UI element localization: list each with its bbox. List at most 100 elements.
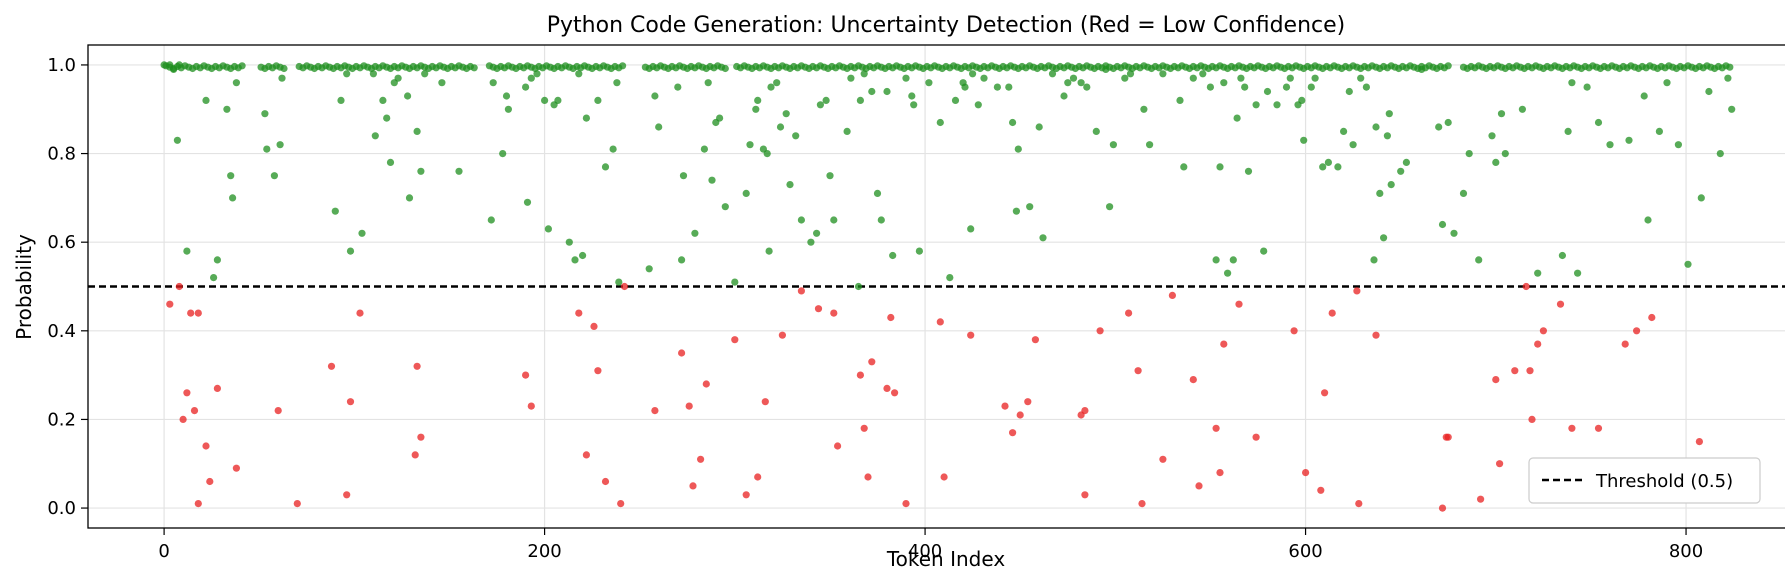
- high-confidence-point: [1349, 141, 1357, 149]
- low-confidence-point: [864, 473, 872, 481]
- high-confidence-point: [691, 229, 699, 237]
- high-confidence-point: [1357, 74, 1365, 82]
- high-confidence-point: [1397, 167, 1405, 175]
- high-confidence-point: [527, 74, 535, 82]
- low-confidence-point: [1444, 433, 1452, 441]
- high-confidence-point: [1372, 123, 1380, 131]
- low-confidence-point: [620, 282, 629, 291]
- high-confidence-point: [1438, 220, 1447, 229]
- high-confidence-point: [1663, 79, 1671, 87]
- high-confidence-point: [847, 74, 855, 82]
- low-confidence-point: [742, 491, 750, 499]
- low-confidence-point: [1353, 287, 1361, 295]
- high-confidence-point: [854, 282, 863, 291]
- low-confidence-point: [213, 384, 221, 392]
- y-tick-label: 0.0: [47, 498, 76, 519]
- high-confidence-point: [910, 101, 918, 109]
- high-confidence-point: [967, 225, 975, 233]
- high-confidence-point: [541, 96, 549, 104]
- high-confidence-point: [1229, 256, 1237, 264]
- high-confidence-point: [868, 87, 876, 96]
- low-confidence-point: [413, 362, 421, 370]
- high-confidence-point: [651, 92, 659, 100]
- high-confidence-point: [470, 64, 478, 72]
- low-confidence-point: [1159, 455, 1167, 463]
- high-confidence-point: [1444, 118, 1452, 127]
- high-confidence-point: [792, 132, 800, 140]
- high-confidence-point: [816, 101, 825, 109]
- high-confidence-point: [504, 105, 512, 113]
- low-confidence-point: [689, 482, 697, 490]
- high-confidence-point: [499, 150, 507, 158]
- high-confidence-point: [276, 141, 284, 149]
- high-confidence-point: [1092, 127, 1100, 135]
- high-confidence-point: [1319, 163, 1327, 171]
- low-confidence-point: [1477, 495, 1485, 503]
- high-confidence-point: [1140, 105, 1148, 113]
- high-confidence-point: [1282, 83, 1291, 91]
- low-confidence-point: [206, 477, 214, 486]
- high-confidence-point: [674, 83, 682, 91]
- high-confidence-point: [1026, 203, 1034, 211]
- low-confidence-point: [797, 287, 806, 295]
- high-confidence-point: [404, 92, 412, 100]
- high-confidence-point: [1625, 136, 1633, 144]
- low-confidence-point: [1621, 340, 1629, 348]
- high-confidence-point: [1644, 216, 1652, 224]
- high-confidence-point: [1189, 74, 1197, 82]
- low-confidence-point: [731, 336, 739, 344]
- high-confidence-point: [270, 172, 278, 180]
- y-tick-label: 0.6: [47, 232, 76, 253]
- high-confidence-point: [1726, 63, 1734, 71]
- high-confidence-point: [1077, 79, 1085, 87]
- low-confidence-point: [678, 349, 686, 357]
- low-confidence-point: [1568, 424, 1576, 432]
- low-confidence-point: [887, 313, 895, 322]
- high-confidence-point: [908, 92, 916, 100]
- high-confidence-point: [613, 79, 621, 87]
- low-confidence-point: [754, 473, 762, 481]
- high-confidence-point: [1252, 101, 1260, 109]
- low-confidence-point: [940, 473, 948, 481]
- low-confidence-point: [293, 500, 301, 508]
- high-confidence-point: [522, 83, 530, 91]
- high-confidence-point: [951, 96, 960, 104]
- low-confidence-point: [522, 371, 530, 379]
- low-confidence-point: [190, 407, 199, 415]
- high-confidence-point: [202, 96, 210, 104]
- x-tick-label: 0: [158, 541, 169, 562]
- high-confidence-point: [1324, 158, 1332, 166]
- high-confidence-point: [678, 256, 686, 264]
- low-confidence-point: [1024, 398, 1032, 406]
- low-confidence-point: [1321, 389, 1329, 397]
- high-confidence-point: [679, 172, 688, 180]
- low-confidence-point: [883, 384, 891, 392]
- y-tick-label: 0.8: [47, 144, 76, 165]
- high-confidence-point: [554, 96, 562, 104]
- high-confidence-point: [752, 105, 760, 113]
- low-confidence-point: [232, 464, 240, 472]
- high-confidence-point: [1564, 127, 1572, 135]
- high-confidence-point: [358, 229, 366, 237]
- high-confidence-point: [1220, 79, 1228, 87]
- high-confidence-point: [579, 251, 587, 260]
- low-confidence-point: [417, 433, 425, 441]
- legend-box: [1528, 457, 1761, 504]
- low-confidence-point: [891, 389, 899, 397]
- high-confidence-point: [1014, 145, 1022, 153]
- high-confidence-point: [883, 87, 891, 96]
- low-confidence-point: [936, 318, 944, 326]
- high-confidence-point: [807, 238, 815, 246]
- low-confidence-point: [1009, 429, 1017, 437]
- high-confidence-point: [1488, 132, 1496, 140]
- low-confidence-point: [594, 367, 602, 375]
- high-confidence-point: [1583, 83, 1591, 91]
- high-confidence-point: [936, 118, 944, 127]
- high-confidence-point: [1005, 83, 1013, 91]
- high-confidence-point: [210, 274, 218, 282]
- high-confidence-point: [1444, 62, 1452, 70]
- high-confidence-point: [1655, 127, 1663, 135]
- high-confidence-point: [1180, 163, 1188, 171]
- high-confidence-point: [1012, 207, 1021, 215]
